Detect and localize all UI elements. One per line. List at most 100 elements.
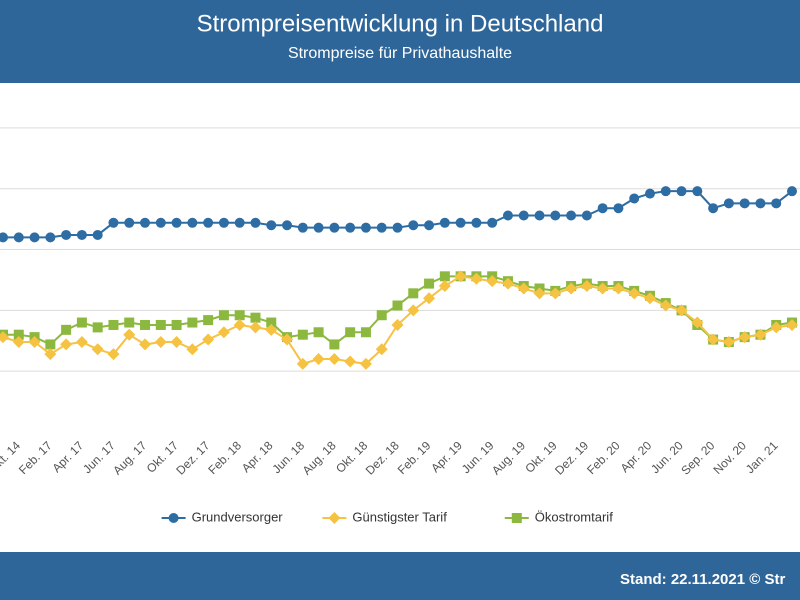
data-point — [722, 335, 735, 348]
data-point — [375, 343, 388, 356]
data-point — [76, 317, 87, 328]
data-point — [676, 186, 687, 197]
data-point — [501, 277, 514, 290]
data-point — [234, 310, 245, 321]
data-point — [140, 217, 151, 228]
data-point — [12, 335, 25, 348]
data-point — [124, 217, 135, 228]
data-point — [45, 339, 56, 350]
data-point — [454, 270, 467, 283]
data-point — [203, 217, 214, 228]
chart-subtitle: Strompreise für Privathaushalte — [288, 45, 512, 62]
data-point — [359, 357, 372, 370]
legend-marker — [511, 513, 522, 523]
data-point — [250, 217, 261, 228]
data-point — [471, 217, 482, 228]
data-point — [787, 186, 797, 197]
data-point — [596, 282, 609, 295]
data-point — [708, 203, 719, 214]
data-point — [313, 327, 324, 338]
legend-marker — [168, 513, 179, 523]
data-point — [92, 322, 103, 333]
data-point — [60, 338, 73, 351]
data-point — [13, 329, 24, 340]
data-point — [550, 210, 561, 221]
data-point — [707, 333, 720, 346]
data-point — [233, 318, 246, 331]
data-point — [0, 232, 8, 243]
data-point — [234, 217, 245, 228]
data-point — [470, 272, 483, 285]
data-point — [170, 335, 183, 348]
x-tick-label: Apr. 17 — [49, 438, 86, 475]
data-point — [533, 287, 546, 300]
data-point — [266, 317, 277, 328]
x-tick-label: Sep. 20 — [678, 438, 717, 477]
data-point — [675, 304, 688, 317]
data-point — [534, 210, 545, 221]
data-point — [61, 324, 72, 335]
data-point — [29, 232, 40, 243]
data-point — [439, 217, 450, 228]
data-point — [108, 319, 119, 330]
data-point — [549, 287, 562, 300]
data-point — [786, 318, 798, 331]
x-tick-label: Aug. 17 — [110, 438, 149, 477]
data-point — [486, 275, 499, 288]
data-point — [250, 312, 261, 323]
data-point — [771, 198, 782, 209]
legend-label: Ökostromtarif — [535, 509, 613, 524]
data-point — [44, 348, 57, 361]
data-point — [0, 331, 9, 344]
data-point — [107, 348, 120, 361]
data-point — [281, 333, 294, 346]
data-point — [407, 304, 420, 317]
data-point — [691, 316, 704, 329]
x-tick-label: Jan. 21 — [743, 438, 781, 476]
x-tick-label: Feb. 18 — [205, 438, 244, 477]
data-point — [297, 222, 308, 233]
data-point — [755, 198, 766, 209]
x-tick-label: Feb. 20 — [584, 438, 623, 477]
data-point — [660, 186, 671, 197]
header-band — [0, 0, 800, 83]
data-point — [628, 287, 641, 300]
data-point — [329, 222, 340, 233]
data-point — [313, 222, 324, 233]
data-point — [154, 335, 167, 348]
data-point — [45, 232, 56, 243]
data-point — [613, 203, 624, 214]
data-point — [265, 323, 278, 336]
data-point — [297, 329, 308, 340]
data-point — [139, 338, 152, 351]
x-tick-label: Feb. 19 — [395, 438, 434, 477]
legend-label: Günstigster Tarif — [352, 509, 447, 524]
data-point — [408, 220, 419, 231]
data-point — [629, 193, 640, 204]
data-point — [217, 326, 230, 339]
legend-label: Grundversorger — [192, 509, 284, 524]
data-point — [612, 282, 625, 295]
x-tick-label: Dez. 19 — [552, 438, 591, 477]
data-point — [61, 229, 72, 240]
data-point — [565, 282, 578, 295]
x-tick-label: Aug. 19 — [489, 438, 528, 477]
data-point — [659, 299, 672, 312]
data-point — [376, 310, 387, 321]
data-point — [218, 310, 229, 321]
data-point — [312, 353, 325, 366]
data-point — [171, 319, 182, 330]
data-point — [597, 203, 608, 214]
data-point — [344, 355, 357, 368]
data-point — [13, 232, 24, 243]
data-point — [692, 186, 703, 197]
data-point — [124, 317, 135, 328]
data-point — [171, 217, 182, 228]
data-point — [739, 198, 750, 209]
data-point — [580, 280, 593, 293]
data-point — [644, 188, 655, 199]
data-point — [202, 333, 215, 346]
data-point — [424, 278, 435, 289]
